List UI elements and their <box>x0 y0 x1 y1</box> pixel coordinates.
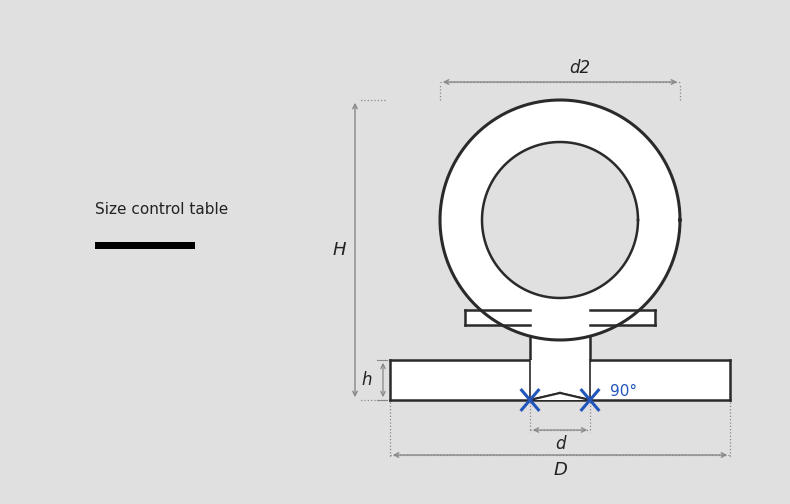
Text: M: M <box>553 227 567 245</box>
Circle shape <box>482 142 638 298</box>
Bar <box>465 310 530 325</box>
Text: d2: d2 <box>570 59 591 77</box>
Text: h: h <box>362 371 372 389</box>
Circle shape <box>440 100 680 340</box>
Text: D: D <box>553 461 567 479</box>
Bar <box>590 310 655 325</box>
Text: d: d <box>555 435 566 453</box>
Text: d1: d1 <box>564 172 585 190</box>
Text: 90°: 90° <box>610 385 637 400</box>
Bar <box>530 336 590 360</box>
Bar <box>95 242 195 249</box>
Polygon shape <box>530 393 590 400</box>
Bar <box>530 360 590 400</box>
Bar <box>390 360 730 400</box>
Text: Size control table: Size control table <box>96 203 228 218</box>
Text: H: H <box>333 241 346 259</box>
